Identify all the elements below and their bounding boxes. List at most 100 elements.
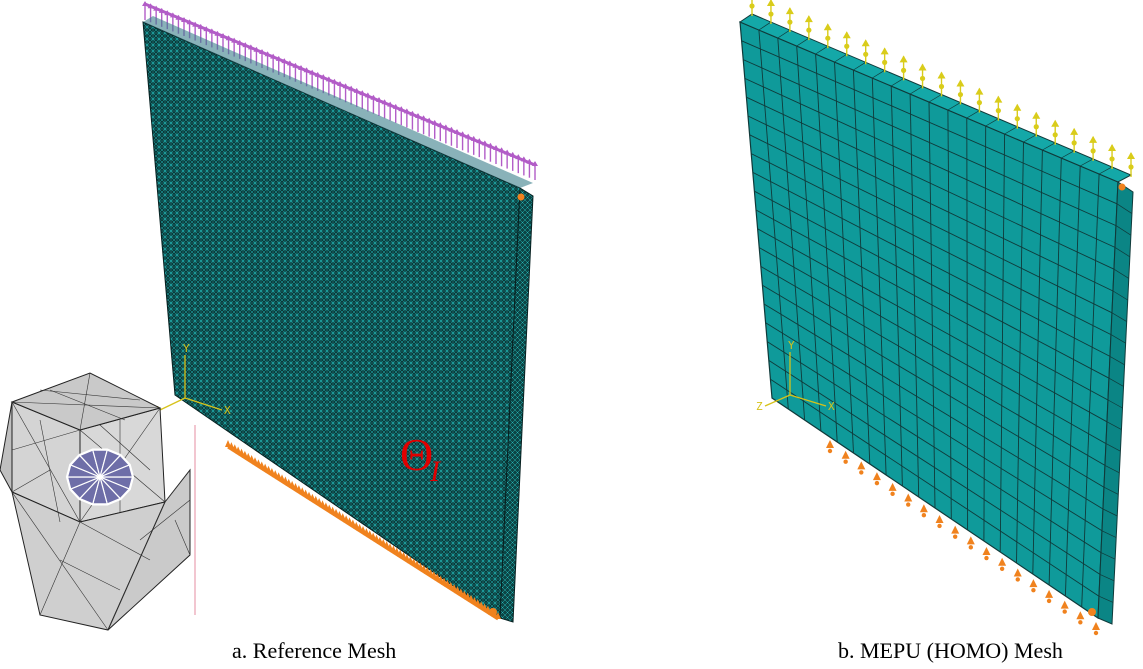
load-node xyxy=(825,35,831,41)
mesh-line-horizontal xyxy=(747,115,1114,292)
theta-i-annotation: Θ I xyxy=(400,429,442,488)
bottom-boundary-supports xyxy=(225,193,525,621)
mesh-line-side xyxy=(1114,247,1131,258)
mesh-line-top xyxy=(928,94,942,103)
mesh-line-side xyxy=(1108,377,1124,387)
mesh-line-top xyxy=(1098,166,1113,175)
inset-mesh-edge xyxy=(39,419,61,523)
support-node xyxy=(968,545,974,550)
triad-y-label-b: Y xyxy=(788,339,795,352)
inset-mesh-edge xyxy=(79,521,151,561)
load-arrow-head xyxy=(1089,135,1098,143)
mesh-line-horizontal xyxy=(754,190,1110,379)
mesh-line-side xyxy=(1099,574,1115,582)
inset-mesh-edge xyxy=(79,372,91,431)
support-marker xyxy=(1092,622,1100,630)
top-load-arrows-b xyxy=(749,0,1135,191)
support-node xyxy=(937,523,942,529)
inclusion-disk xyxy=(65,448,135,506)
load-arrow-head xyxy=(1032,111,1041,119)
load-node xyxy=(863,51,869,57)
reference-mesh-front-face xyxy=(142,21,521,619)
mesh-line-top xyxy=(777,29,791,39)
inset-mesh-edge xyxy=(11,491,109,631)
mesh-line-top xyxy=(1080,158,1094,167)
support-marker xyxy=(919,504,928,513)
mesh-line-top xyxy=(834,53,847,63)
inset-mesh-edge xyxy=(39,389,141,401)
homogenized-mesh-panel: Y Z X xyxy=(738,0,1135,636)
inset-mesh-edge xyxy=(11,469,51,493)
load-arrow-head xyxy=(880,47,889,55)
load-arrow-head xyxy=(956,79,965,87)
support-marker xyxy=(966,536,975,545)
support-marker xyxy=(1060,600,1069,609)
mesh-line-horizontal xyxy=(765,322,1103,532)
mesh-side-face xyxy=(1097,181,1134,625)
load-node xyxy=(1090,148,1096,154)
load-arrow-head xyxy=(823,23,832,31)
mesh-line-side xyxy=(1101,530,1117,538)
support-marker xyxy=(1045,589,1054,598)
support-node xyxy=(984,555,989,561)
support-node xyxy=(859,470,864,475)
mesh-line-horizontal xyxy=(750,153,1112,336)
triad-x-label-b: X xyxy=(828,400,835,413)
load-arrow-head xyxy=(975,87,984,95)
load-arrow-head xyxy=(1127,152,1135,159)
load-node xyxy=(844,43,850,49)
load-arrow-head xyxy=(785,7,794,15)
support-node xyxy=(827,448,833,454)
mesh-line-side xyxy=(1100,552,1116,560)
reference-mesh-top-face xyxy=(143,16,533,188)
mesh-line-top xyxy=(909,86,923,95)
mesh-line-top xyxy=(891,78,904,87)
load-arrow-head xyxy=(899,55,908,63)
theta-subscript: I xyxy=(429,455,442,488)
load-node xyxy=(1071,140,1077,146)
load-arrow-head xyxy=(1013,103,1022,111)
load-arrow-head xyxy=(937,71,946,79)
mesh-line-horizontal xyxy=(744,77,1116,248)
mesh-line-top xyxy=(796,37,810,47)
mesh-line-top xyxy=(1004,126,1018,135)
rve-inset-cube xyxy=(0,372,191,631)
mesh-line-horizontal xyxy=(752,171,1111,357)
mesh-line-side xyxy=(1106,421,1122,430)
mesh-line-top xyxy=(758,21,772,31)
support-node xyxy=(1062,609,1067,614)
inset-mesh-edge xyxy=(11,401,161,409)
inset-mesh-edge xyxy=(139,499,191,541)
triad-x-label: X xyxy=(224,404,231,417)
mesh-line-horizontal xyxy=(758,247,1107,444)
mesh-line-side xyxy=(1103,486,1119,495)
load-node xyxy=(806,27,812,33)
load-node xyxy=(882,59,888,65)
support-marker xyxy=(1029,579,1038,588)
mesh-line-horizontal xyxy=(757,228,1108,423)
load-node xyxy=(901,67,907,73)
mesh-line-top xyxy=(872,70,885,79)
load-arrow-head xyxy=(861,39,870,47)
mesh-line-side xyxy=(1107,399,1123,409)
support-marker xyxy=(904,493,913,502)
support-node xyxy=(1046,598,1052,604)
inset-mesh-edge xyxy=(11,429,81,451)
mesh-line-side xyxy=(1098,595,1114,603)
inset-mesh-edge xyxy=(39,521,81,616)
inset-mesh-edge xyxy=(11,401,81,523)
mesh-line-side xyxy=(1115,225,1132,236)
caption-mepu-homo-mesh: b. MEPU (HOMO) Mesh xyxy=(838,638,1063,663)
support-node xyxy=(921,513,927,518)
corner-node xyxy=(1118,183,1126,191)
support-node xyxy=(1093,630,1099,636)
support-marker xyxy=(998,557,1007,566)
support-marker xyxy=(225,440,231,447)
load-node xyxy=(957,91,964,98)
inset-mesh-edge xyxy=(174,519,191,556)
load-node xyxy=(1014,116,1020,122)
mesh-line-top xyxy=(985,118,999,127)
mesh-line-side xyxy=(1111,312,1127,322)
load-node xyxy=(919,75,926,82)
